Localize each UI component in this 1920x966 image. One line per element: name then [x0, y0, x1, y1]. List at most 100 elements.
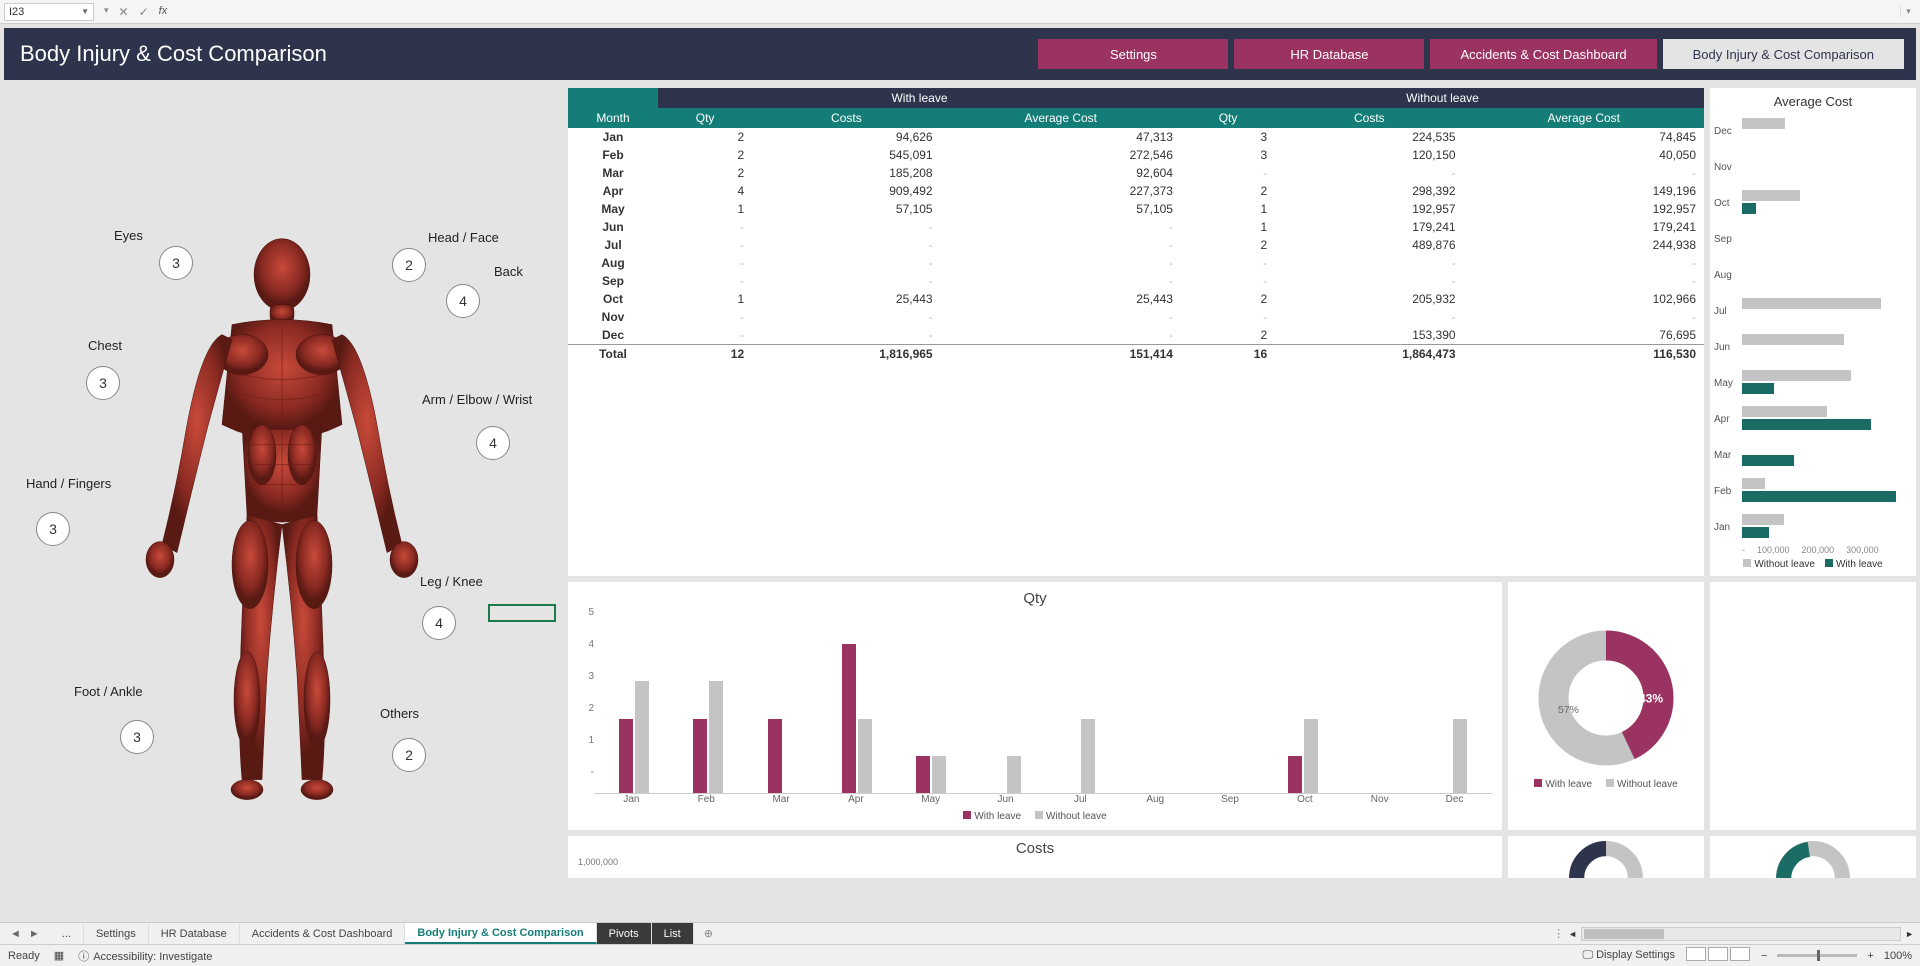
sheet-tab-body-injury-cost-comparison[interactable]: Body Injury & Cost Comparison [405, 923, 596, 944]
sheet-tab-accidents-cost-dashboard[interactable]: Accidents & Cost Dashboard [240, 923, 406, 944]
callout-label-eyes: Eyes [114, 228, 143, 243]
qty-may [895, 607, 967, 793]
formula-input[interactable] [177, 3, 1900, 21]
callout-value-arm-elbow-wrist: 4 [476, 426, 510, 460]
nav-settings[interactable]: Settings [1038, 39, 1228, 69]
zoom-level: 100% [1884, 950, 1912, 962]
status-ready: Ready [8, 950, 40, 962]
nav-hr-database[interactable]: HR Database [1234, 39, 1424, 69]
avg-row-jun: Jun [1714, 329, 1912, 365]
qty-dec [1416, 607, 1488, 793]
callout-label-arm-elbow-wrist: Arm / Elbow / Wrist [422, 392, 532, 407]
qty-title: Qty [578, 590, 1492, 607]
avg-row-nov: Nov [1714, 149, 1912, 185]
callout-value-others: 2 [392, 738, 426, 772]
nav-accidents-cost-dashboard[interactable]: Accidents & Cost Dashboard [1430, 39, 1656, 69]
donut-without-pct: 57% [1558, 704, 1579, 716]
dashboard-header: Body Injury & Cost Comparison SettingsHR… [4, 28, 1916, 80]
sheet-tab-settings[interactable]: Settings [84, 923, 149, 944]
callout-label-hand-fingers: Hand / Fingers [26, 476, 111, 491]
qty-jun [970, 607, 1042, 793]
cost-comparison-table: With leaveWithout leaveMonthQtyCostsAver… [568, 88, 1704, 363]
callout-value-chest: 3 [86, 366, 120, 400]
avg-row-apr: Apr [1714, 401, 1912, 437]
callout-label-chest: Chest [88, 338, 122, 353]
avg-row-dec: Dec [1714, 113, 1912, 149]
formula-bar: I23 ▼ ▾ ✕ ✓ fx ▾ [0, 0, 1920, 24]
avg-row-mar: Mar [1714, 437, 1912, 473]
formula-icons: ▾ ✕ ✓ fx [94, 5, 177, 19]
avg-cost-title: Average Cost [1714, 94, 1912, 109]
callout-label-back: Back [494, 264, 523, 279]
fx-icon[interactable]: fx [159, 5, 168, 19]
qty-aug [1118, 607, 1190, 793]
right-panels: With leaveWithout leaveMonthQtyCostsAver… [568, 88, 1916, 918]
avg-row-may: May [1714, 365, 1912, 401]
qty-apr [821, 607, 893, 793]
qty-jan [598, 607, 670, 793]
data-table: With leaveWithout leaveMonthQtyCostsAver… [568, 88, 1704, 576]
avg-row-feb: Feb [1714, 473, 1912, 509]
costs-ylabel: 1,000,000 [578, 857, 1492, 867]
add-sheet-icon[interactable]: ⊕ [694, 923, 723, 944]
sheet-tab--[interactable]: ... [50, 923, 84, 944]
sheet-tab-list[interactable]: List [652, 923, 694, 944]
qty-jul [1044, 607, 1116, 793]
scroll-right-icon[interactable]: ► [1905, 929, 1914, 939]
callout-label-others: Others [380, 706, 419, 721]
body-diagram-panel: Eyes3Head / Face2Back4Chest3Arm / Elbow … [4, 88, 560, 918]
qty-nov [1341, 607, 1413, 793]
scroll-left-icon[interactable]: ◄ [1568, 929, 1577, 939]
half-donut-2 [1710, 836, 1916, 878]
dashboard-content: Eyes3Head / Face2Back4Chest3Arm / Elbow … [4, 88, 1916, 918]
cancel-icon[interactable]: ✕ [119, 5, 129, 19]
selected-cell-indicator [488, 604, 556, 622]
callout-label-leg-knee: Leg / Knee [420, 574, 483, 589]
display-settings[interactable]: 🖵Display Settings [1583, 949, 1675, 962]
name-box[interactable]: I23 ▼ [4, 3, 94, 21]
horizontal-scrollbar[interactable] [1581, 927, 1901, 941]
dropdown-icon[interactable]: ▾ [104, 5, 109, 19]
view-buttons[interactable] [1685, 947, 1751, 964]
donut-svg: 43% 57% [1531, 623, 1681, 773]
callout-label-foot-ankle: Foot / Ankle [74, 684, 143, 699]
avg-row-aug: Aug [1714, 257, 1912, 293]
zoom-in-icon[interactable]: + [1867, 950, 1873, 962]
callout-value-hand-fingers: 3 [36, 512, 70, 546]
costs-chart: Costs 1,000,000 [568, 836, 1502, 878]
expand-formula-icon[interactable]: ▾ [1900, 6, 1916, 17]
qty-mar [747, 607, 819, 793]
nav-body-injury-cost-comparison[interactable]: Body Injury & Cost Comparison [1663, 39, 1904, 69]
tab-nav-arrows[interactable]: ◄► [0, 923, 50, 944]
avg-row-jan: Jan [1714, 509, 1912, 545]
avg-row-sep: Sep [1714, 221, 1912, 257]
sheet-tab-pivots[interactable]: Pivots [597, 923, 652, 944]
callout-value-head-face: 2 [392, 248, 426, 282]
costs-title: Costs [578, 840, 1492, 857]
confirm-icon[interactable]: ✓ [139, 5, 149, 19]
macro-icon[interactable]: ▦ [54, 949, 64, 962]
qty-sep [1193, 607, 1265, 793]
cell-reference: I23 [9, 6, 24, 18]
donut-with-pct: 43% [1639, 691, 1663, 705]
avg-cost-chart-repeat [1710, 582, 1916, 830]
name-box-dropdown-icon[interactable]: ▼ [81, 7, 89, 16]
callout-value-eyes: 3 [159, 246, 193, 280]
sheet-tabs-bar: ◄► ...SettingsHR DatabaseAccidents & Cos… [0, 922, 1920, 944]
qty-chart: Qty 54321- JanFebMarAprMayJunJulAugSepOc… [568, 582, 1502, 830]
qty-oct [1267, 607, 1339, 793]
avg-row-jul: Jul [1714, 293, 1912, 329]
avg-row-oct: Oct [1714, 185, 1912, 221]
sheet-tab-hr-database[interactable]: HR Database [149, 923, 240, 944]
zoom-slider[interactable] [1777, 954, 1857, 957]
callout-value-back: 4 [446, 284, 480, 318]
page-title: Body Injury & Cost Comparison [16, 41, 327, 67]
qty-feb [672, 607, 744, 793]
status-bar: Ready ▦ ⓘAccessibility: Investigate 🖵Dis… [0, 944, 1920, 966]
donut-chart: 43% 57% With leaveWithout leave [1508, 582, 1704, 830]
average-cost-chart: Average Cost DecNovOctSepAugJulJunMayApr… [1710, 88, 1916, 576]
workspace: Body Injury & Cost Comparison SettingsHR… [0, 24, 1920, 922]
zoom-out-icon[interactable]: − [1761, 950, 1767, 962]
half-donut-1 [1508, 836, 1704, 878]
accessibility-status[interactable]: ⓘAccessibility: Investigate [78, 948, 212, 964]
